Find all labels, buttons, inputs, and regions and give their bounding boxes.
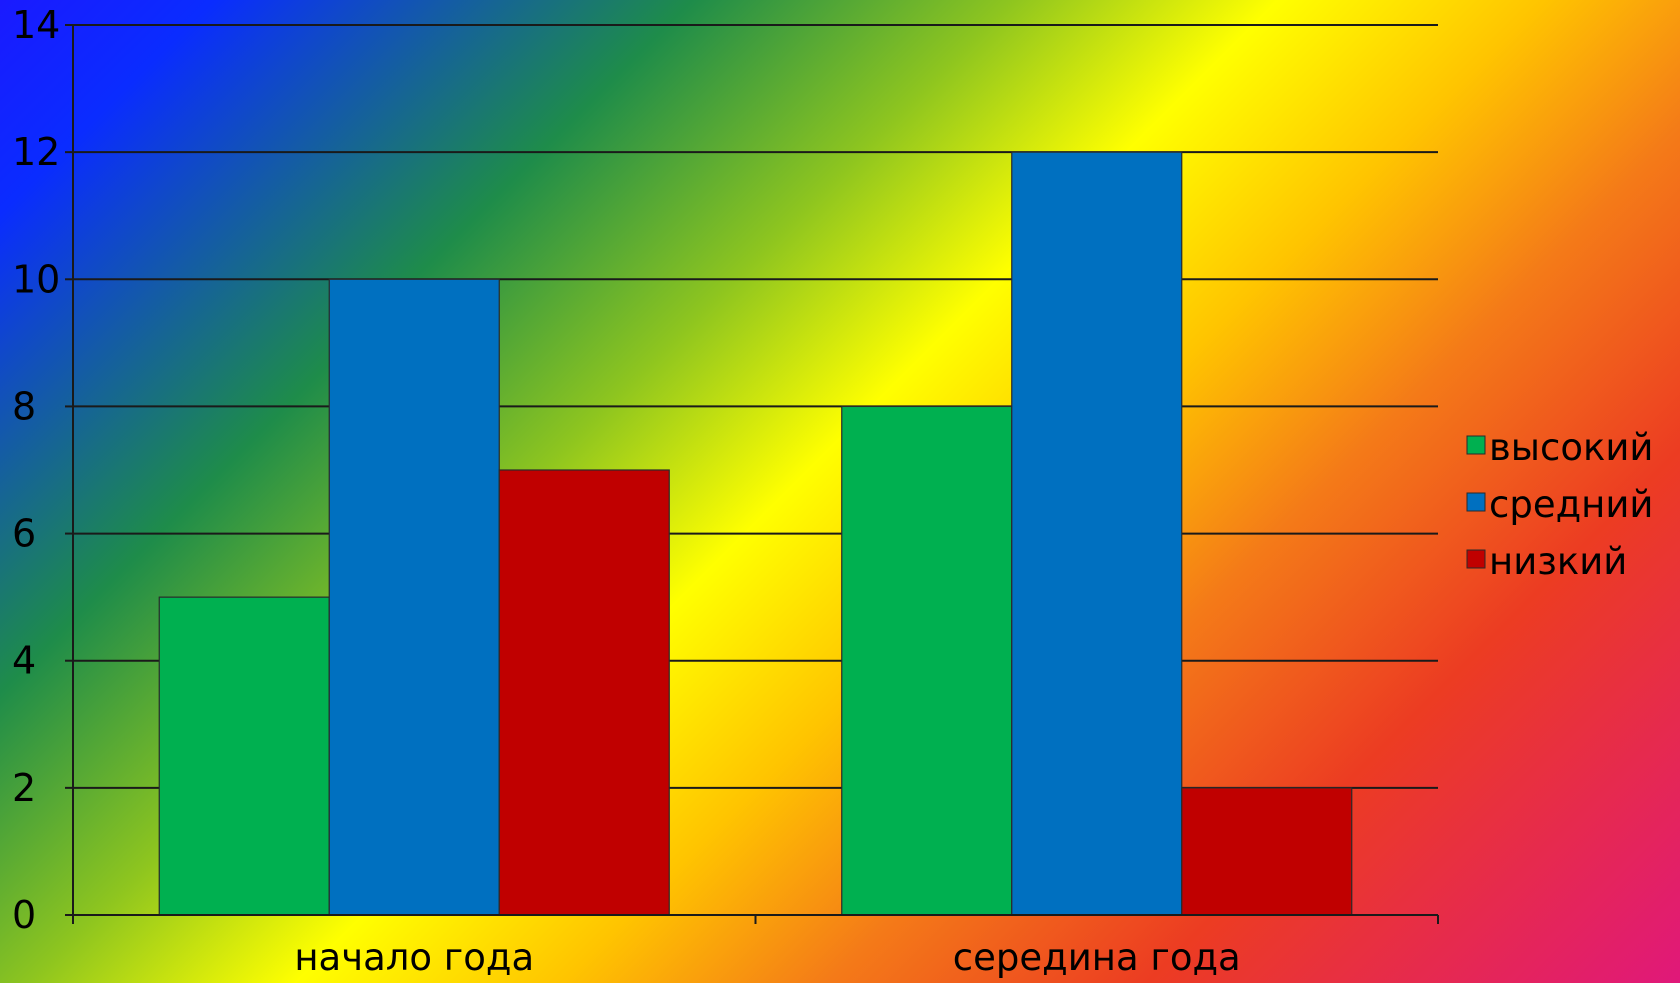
bars <box>158 151 1353 916</box>
legend: высокий средний низкий <box>1466 426 1653 583</box>
legend-label: средний <box>1489 483 1653 526</box>
bar-низкий-1 <box>1181 787 1353 916</box>
y-axis-ticks: 0 2 4 6 8 10 12 14 <box>12 3 60 937</box>
y-tick-label: 6 <box>12 512 36 556</box>
y-tick-label: 14 <box>12 3 60 47</box>
y-tick-label: 0 <box>12 893 36 937</box>
legend-label: низкий <box>1489 540 1627 583</box>
legend-swatch-высокий <box>1466 435 1486 455</box>
legend-swatch-средний <box>1466 492 1486 512</box>
x-category-label: начало года <box>294 936 534 979</box>
bar-средний-0 <box>328 278 500 916</box>
y-tick-label: 4 <box>12 639 36 683</box>
bar-высокий-0 <box>158 596 330 916</box>
x-category-label: середина года <box>953 936 1241 979</box>
bar-высокий-1 <box>841 405 1013 916</box>
axes <box>65 24 1439 924</box>
y-tick-label: 8 <box>12 384 36 428</box>
y-tick-label: 12 <box>12 130 60 174</box>
x-axis-categories: начало года середина года <box>294 936 1240 979</box>
y-tick-label: 2 <box>12 766 36 810</box>
bar-низкий-0 <box>498 469 670 916</box>
bar-средний-1 <box>1011 151 1183 916</box>
legend-label: высокий <box>1489 426 1653 469</box>
y-tick-label: 10 <box>12 257 60 301</box>
legend-swatch-низкий <box>1466 549 1486 569</box>
